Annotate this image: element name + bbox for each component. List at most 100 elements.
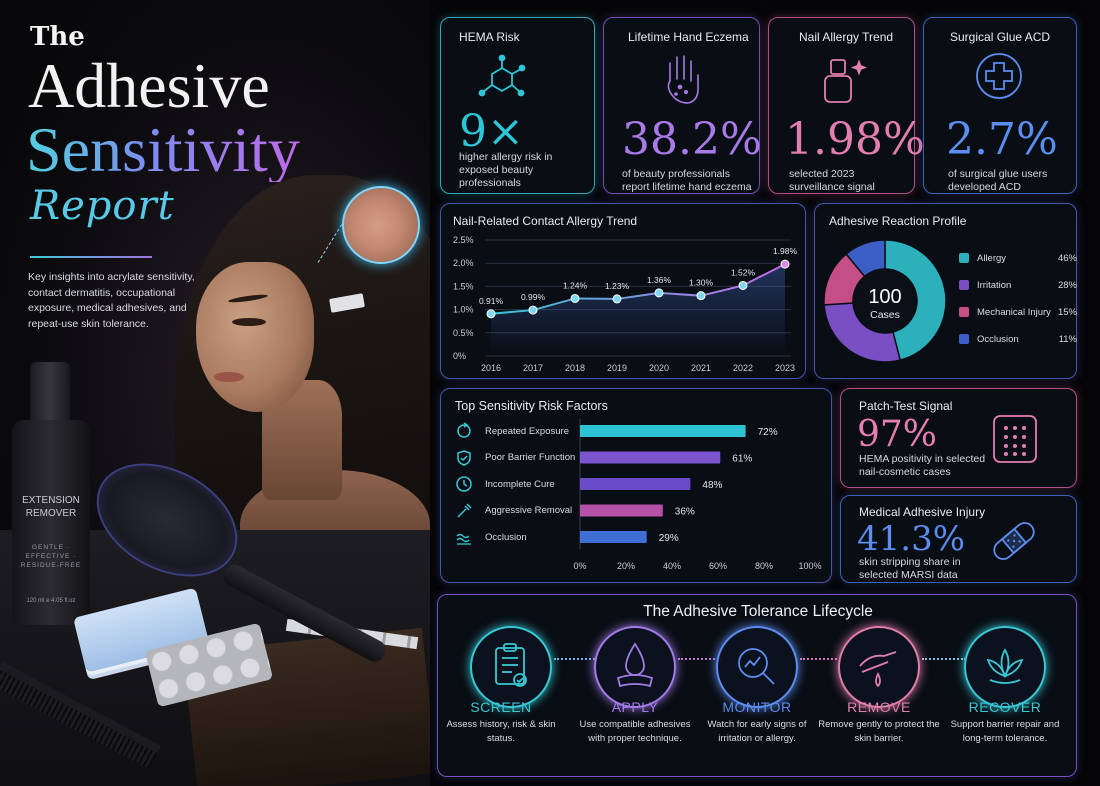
- patch-test-card: Patch-Test Signal 97% HEMA positivity in…: [840, 388, 1077, 488]
- lifecycle-title: The Adhesive Tolerance Lifecycle: [643, 603, 873, 620]
- hand-icon: [667, 55, 699, 104]
- bar-value-label: 36%: [675, 507, 695, 518]
- bar: [580, 451, 721, 464]
- bandage-icon: [993, 522, 1035, 560]
- bottle-volume: 120 ml e 4.05 fl.oz: [26, 598, 76, 604]
- step-screen-circle: [470, 626, 552, 708]
- scalp-zoom-circle: [342, 186, 420, 264]
- legend-swatch: [959, 307, 969, 318]
- legend-item: Occlusion 11%: [959, 334, 1077, 345]
- step-monitor-desc: Watch for early signs of irritation or a…: [707, 719, 807, 744]
- y-tick-label: 1.0%: [453, 305, 474, 315]
- bar: [580, 504, 663, 517]
- x-tick-label: 40%: [663, 561, 681, 571]
- legend-label: Mechanical Injury: [959, 307, 1051, 318]
- kpi-desc: higher allergy risk in exposed beauty pr…: [459, 151, 553, 189]
- model-lips: [214, 372, 244, 382]
- step-screen-title: SCREEN: [470, 699, 532, 715]
- trend-chart-card: Nail-Related Contact Allergy Trend 0% 0.5…: [440, 203, 806, 379]
- model-eye: [232, 318, 266, 326]
- kpi-desc: of beauty professionals report lifetime …: [622, 168, 752, 193]
- step-monitor-circle: [716, 626, 798, 708]
- step-apply-title: APPLY: [611, 699, 659, 715]
- spray-cap: [30, 362, 70, 424]
- x-tick-label: 0%: [573, 561, 586, 571]
- risk-bar-chart: 0% 20% 40% 60% 80% 100% 72% 61% 48% 36% 29%: [573, 419, 822, 571]
- title-the: The: [30, 22, 85, 52]
- kpi-value: 38.2%: [622, 114, 762, 165]
- legend-swatch: [959, 334, 969, 345]
- donut-center-label: Cases: [870, 309, 900, 321]
- risk-factor-label: Aggressive Removal: [485, 505, 573, 516]
- x-tick-label: 2020: [649, 363, 669, 373]
- title-report: Report: [30, 183, 175, 229]
- kpi-card-nail-allergy: Nail Allergy Trend 1.98% selected 2023 s…: [768, 17, 925, 194]
- waves-icon: [456, 533, 471, 545]
- donut-slice: [845, 239, 886, 278]
- title-sensitivity: Sensitivity: [26, 114, 300, 185]
- data-label: 1.36%: [647, 275, 672, 285]
- data-point: [570, 293, 580, 303]
- title-adhesive: Adhesive: [28, 50, 270, 121]
- bar: [580, 425, 746, 437]
- lotus-icon: [986, 648, 1024, 684]
- hero-description: Key insights into acrylate sensitivity, …: [28, 271, 195, 330]
- legend-value: 46%: [1057, 253, 1077, 264]
- data-point: [486, 309, 496, 319]
- bottle-label: EXTENSION REMOVER: [22, 495, 80, 519]
- donut-slice: [884, 239, 947, 361]
- kpi-desc: selected 2023 surveillance signal: [789, 168, 875, 193]
- step-remove-circle: [838, 626, 920, 708]
- medical-cross-icon: [976, 53, 1022, 99]
- y-tick-label: 1.5%: [453, 281, 474, 291]
- bar-value-label: 48%: [702, 480, 722, 491]
- risk-factors-card: Top Sensitivity Risk Factors 0% 20% 40% 60%…: [440, 388, 832, 583]
- risk-factor-row: Aggressive Removal: [455, 500, 572, 522]
- flow-arrow: [678, 658, 722, 660]
- patch-desc: HEMA positivity in selected nail-cosmeti…: [859, 453, 986, 478]
- x-tick-label: 2017: [523, 363, 543, 373]
- data-label: 1.24%: [563, 280, 588, 290]
- cycle-icon: [457, 422, 471, 438]
- x-tick-label: 60%: [709, 561, 727, 571]
- legend-value: 11%: [1058, 334, 1077, 345]
- step-recover-desc: Support barrier repair and long-term tol…: [950, 719, 1060, 744]
- risk-factor-row: Incomplete Cure: [455, 473, 555, 495]
- series-line: [490, 263, 786, 315]
- legend-swatch: [959, 280, 969, 291]
- bottle-tagline: GENTLE · EFFECTIVE · RESIDUE-FREE: [20, 544, 82, 569]
- marsi-value: 41.3%: [857, 519, 966, 559]
- risk-factor-label: Occlusion: [485, 531, 527, 543]
- step-remove-title: REMOVE: [847, 699, 911, 715]
- x-tick-label: 2022: [733, 363, 753, 373]
- kpi-title: HEMA Risk: [459, 30, 520, 44]
- step-screen-desc: Assess history, risk & skin status.: [446, 719, 556, 744]
- x-tick-label: 2021: [691, 363, 711, 373]
- risk-factor-row: Poor Barrier Function: [455, 447, 575, 469]
- x-tick-label: 2018: [565, 363, 585, 373]
- data-point: [780, 259, 790, 269]
- donut-center-value: 100: [868, 286, 901, 308]
- risk-factor-label: Poor Barrier Function: [485, 452, 576, 463]
- nail-polish-icon: [824, 59, 867, 103]
- bar-value-label: 29%: [659, 533, 679, 544]
- data-label: 1.52%: [731, 267, 756, 277]
- bar-value-label: 72%: [758, 427, 778, 438]
- legend-value: 28%: [1057, 280, 1077, 291]
- data-label: 1.30%: [689, 278, 714, 288]
- chart-title: Top Sensitivity Risk Factors: [455, 399, 608, 413]
- clock-icon: [456, 476, 472, 492]
- kpi-card-hand-eczema: Lifetime Hand Eczema 38.2% of beauty pro…: [603, 17, 762, 194]
- legend-label: Irritation: [959, 280, 1011, 291]
- kpi-desc: of surgical glue users developed ACD: [948, 168, 1048, 193]
- kpi-value: 2.7%: [946, 114, 1058, 165]
- data-point: [654, 288, 664, 298]
- y-tick-label: 2.0%: [453, 258, 474, 268]
- kpi-value: 1.98%: [785, 114, 925, 165]
- bar-value-label: 61%: [732, 454, 752, 465]
- kpi-title: Nail Allergy Trend: [799, 30, 894, 44]
- x-tick-label: 2023: [775, 363, 795, 373]
- kpi-card-hema: HEMA Risk 9× higher allergy risk in expo…: [440, 17, 595, 194]
- data-label: 0.99%: [521, 292, 546, 302]
- title-divider: [30, 256, 152, 258]
